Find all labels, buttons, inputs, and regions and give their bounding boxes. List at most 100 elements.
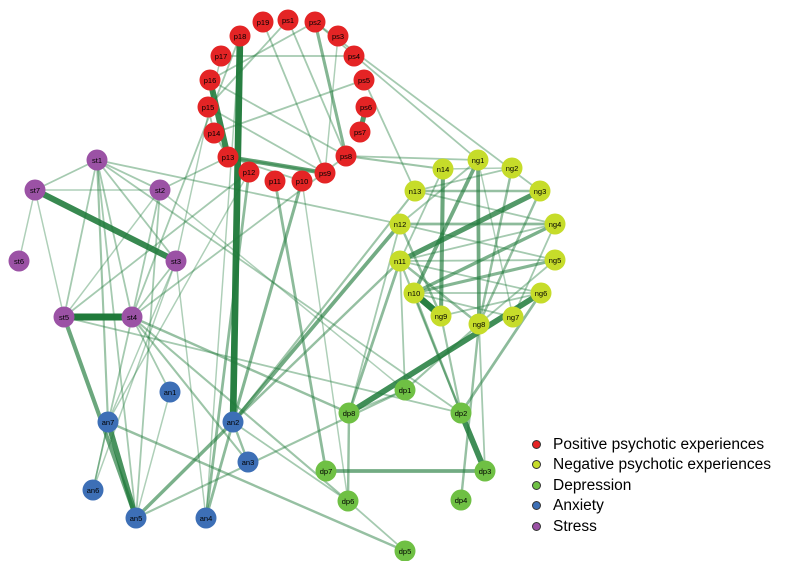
edge-ps2-ps8 bbox=[313, 20, 348, 158]
edge-dp1-ng8 bbox=[403, 322, 481, 392]
edge-p13-p10 bbox=[227, 156, 303, 182]
node-p13: p13 bbox=[217, 146, 239, 168]
node-dp6: dp6 bbox=[337, 490, 359, 512]
legend-item-anxiety: Anxiety bbox=[532, 496, 811, 517]
edge-st7-st5 bbox=[34, 189, 65, 318]
node-label-p17: p17 bbox=[215, 52, 228, 61]
node-label-ng9: ng9 bbox=[435, 312, 448, 321]
node-an6: an6 bbox=[82, 479, 104, 501]
legend-label-anxiety: Anxiety bbox=[553, 497, 604, 514]
node-label-dp3: dp3 bbox=[479, 467, 492, 476]
edge-n13-ng4 bbox=[414, 190, 556, 225]
node-label-st7: st7 bbox=[30, 186, 40, 195]
edge-p16-ps8 bbox=[209, 79, 347, 157]
edge-st4-an3 bbox=[130, 315, 250, 464]
node-n12: n12 bbox=[389, 213, 411, 235]
node-label-st6: st6 bbox=[14, 257, 24, 266]
node-label-p14: p14 bbox=[208, 129, 221, 138]
node-ps5: ps5 bbox=[353, 69, 375, 91]
node-st2: st2 bbox=[149, 179, 171, 201]
node-label-p15: p15 bbox=[202, 103, 215, 112]
node-circle-p15 bbox=[197, 96, 219, 118]
edge-st1-st2 bbox=[96, 159, 161, 191]
node-circle-dp8 bbox=[338, 402, 360, 424]
edge-st7-st6 bbox=[18, 189, 36, 262]
edge-p18-an2 bbox=[229, 32, 244, 426]
edge-n12-ng1 bbox=[399, 159, 479, 225]
node-n11: n11 bbox=[389, 250, 411, 272]
legend-label-negative: Negative psychotic experiences bbox=[553, 456, 771, 473]
edge-st1-st4 bbox=[96, 159, 133, 318]
node-circle-st1 bbox=[86, 149, 108, 171]
node-circle-an7 bbox=[97, 411, 119, 433]
node-circle-dp6 bbox=[337, 490, 359, 512]
edge-dp1-n11 bbox=[399, 260, 406, 391]
node-ps9: ps9 bbox=[314, 162, 336, 184]
edge-p12-an4 bbox=[204, 170, 251, 520]
node-circle-dp7 bbox=[315, 460, 337, 482]
legend-item-depression: Depression bbox=[532, 475, 811, 496]
node-label-ps6: ps6 bbox=[360, 103, 372, 112]
node-ng8: ng8 bbox=[468, 313, 490, 335]
node-circle-ps1 bbox=[277, 9, 299, 31]
edge-n12-ng9 bbox=[398, 222, 443, 318]
edge-n11-ng6 bbox=[399, 260, 542, 294]
node-circle-ps3 bbox=[327, 25, 349, 47]
node-n14: n14 bbox=[432, 158, 454, 180]
node-p10: p10 bbox=[291, 170, 313, 192]
legend: Positive psychotic experiences Negative … bbox=[532, 434, 811, 537]
node-circle-st4 bbox=[121, 306, 143, 328]
edge-p12-st5 bbox=[63, 171, 250, 318]
node-circle-p10 bbox=[291, 170, 313, 192]
edge-ng3-ng8 bbox=[477, 189, 542, 326]
node-label-ps4: ps4 bbox=[348, 52, 360, 61]
legend-item-stress: Stress bbox=[532, 516, 811, 537]
edge-st2-p13 bbox=[159, 156, 229, 191]
node-label-p11: p11 bbox=[269, 177, 281, 186]
node-circle-p18 bbox=[229, 25, 251, 47]
edge-n10-ng7 bbox=[413, 292, 514, 318]
node-ps7: ps7 bbox=[349, 121, 371, 143]
edge-n13-ng2 bbox=[414, 167, 513, 192]
node-circle-dp2 bbox=[450, 402, 472, 424]
node-circle-ng9 bbox=[430, 305, 452, 327]
node-label-ps8: ps8 bbox=[340, 152, 352, 161]
node-circle-n14 bbox=[432, 158, 454, 180]
legend-swatch-negative bbox=[532, 460, 541, 470]
edge-ng1-ng7 bbox=[477, 159, 514, 318]
node-label-p16: p16 bbox=[204, 76, 217, 85]
legend-label-positive: Positive psychotic experiences bbox=[553, 435, 765, 453]
node-label-an6: an6 bbox=[87, 486, 100, 495]
node-label-an3: an3 bbox=[242, 458, 255, 467]
edge-st2-st4 bbox=[131, 189, 161, 318]
node-label-ps1: ps1 bbox=[282, 16, 294, 25]
node-ps3: ps3 bbox=[327, 25, 349, 47]
edge-n10-ng5 bbox=[412, 258, 557, 295]
node-st7: st7 bbox=[24, 179, 46, 201]
node-circle-n11 bbox=[389, 250, 411, 272]
edge-st3-an6 bbox=[92, 260, 177, 491]
node-ps8: ps8 bbox=[335, 145, 357, 167]
node-circle-ps2 bbox=[304, 11, 326, 33]
legend-label-stress: Stress bbox=[553, 517, 597, 535]
node-label-st5: st5 bbox=[59, 313, 69, 322]
edge-an5-dp1 bbox=[134, 388, 407, 520]
node-label-an2: an2 bbox=[227, 418, 240, 427]
node-label-ps9: ps9 bbox=[319, 169, 331, 178]
node-circle-dp5 bbox=[394, 540, 416, 561]
edge-st1-st7 bbox=[34, 159, 98, 191]
node-label-n10: n10 bbox=[408, 289, 421, 298]
node-label-p12: p12 bbox=[243, 168, 256, 177]
edge-st1-n12 bbox=[96, 159, 401, 225]
node-st4: st4 bbox=[121, 306, 143, 328]
edge-p12-an7 bbox=[107, 171, 250, 423]
node-ps1: ps1 bbox=[277, 9, 299, 31]
node-p14: p14 bbox=[203, 122, 225, 144]
edge-n12-ng5 bbox=[399, 223, 556, 261]
edge-st3-p17 bbox=[175, 55, 222, 262]
edge-n14-n11 bbox=[399, 168, 444, 262]
edge-p10-dp6 bbox=[301, 180, 349, 502]
edge-p18-st4 bbox=[131, 35, 241, 318]
edge-ps8-n14 bbox=[344, 154, 445, 171]
